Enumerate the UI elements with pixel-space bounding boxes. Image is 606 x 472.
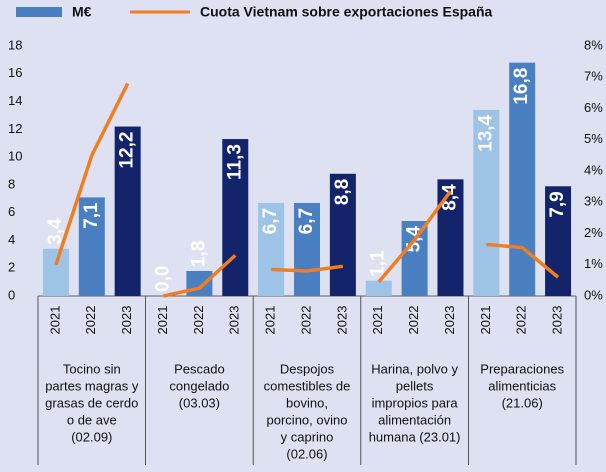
x-tick-label: 2022 (83, 306, 98, 335)
x-tick-label: 2022 (191, 306, 206, 335)
group-label: porcino, ovino (267, 412, 348, 427)
line (271, 264, 344, 273)
y-tick-label: 10 (8, 149, 22, 164)
line (486, 242, 560, 279)
x-tick-label: 2022 (298, 306, 313, 335)
data-label: 6,7 (260, 208, 281, 234)
y2-tick-label: 4% (584, 162, 603, 177)
y-tick-label: 6 (8, 204, 15, 219)
data-label: 16,8 (511, 68, 532, 105)
bar (437, 179, 464, 296)
x-tick-label: 2023 (119, 306, 134, 335)
group-label: o de ave (67, 412, 117, 427)
group-label: Pescado (174, 361, 225, 376)
bar (509, 62, 536, 296)
group-label: alimenticias (488, 378, 556, 393)
group-label: bovino, (286, 395, 328, 410)
data-label: 13,4 (475, 114, 496, 151)
data-label: 1,1 (368, 250, 389, 277)
group-label: partes magras y (45, 378, 139, 393)
group-label: comestibles de (264, 378, 351, 393)
group-label: impropios para (372, 395, 459, 410)
group-label: Despojos (280, 361, 335, 376)
group-label: (02.06) (286, 446, 327, 461)
x-tick-label: 2021 (47, 306, 62, 335)
legend-label: Cuota Vietnam sobre exportaciones España (200, 4, 492, 20)
group-label: y caprino (281, 429, 334, 444)
x-tick-label: 2021 (478, 306, 493, 335)
group-label: (21.06) (502, 395, 543, 410)
bar (114, 126, 141, 296)
line (163, 254, 237, 298)
bar (222, 139, 249, 296)
y-tick-label: 0 (8, 287, 15, 302)
group-label: (03.03) (179, 395, 220, 410)
bar (258, 202, 285, 296)
group-label: Harina, polvo y (371, 361, 458, 376)
y2-tick-label: 2% (584, 225, 603, 240)
data-label: 3,4 (45, 218, 66, 245)
data-label: 12,2 (117, 132, 138, 169)
data-label: 6,7 (296, 208, 317, 234)
data-label: 7,1 (81, 202, 102, 229)
group-label: pellets (396, 378, 434, 393)
x-tick-label: 2021 (263, 306, 278, 335)
line (54, 82, 130, 266)
y-tick-label: 18 (8, 37, 22, 52)
x-tick-label: 2023 (334, 306, 349, 335)
y-tick-label: 4 (8, 232, 15, 247)
bar (186, 271, 213, 296)
data-label: 7,9 (547, 191, 568, 217)
data-label: 8,8 (332, 179, 353, 205)
x-tick-label: 2023 (550, 306, 565, 335)
x-tick-label: 2023 (442, 306, 457, 335)
group-label: humana (23.01) (369, 429, 461, 444)
data-label: 1,8 (188, 241, 209, 267)
y2-tick-label: 8% (584, 37, 603, 52)
y2-tick-label: 7% (584, 69, 603, 84)
bar (545, 186, 572, 296)
data-label: 8,4 (439, 184, 460, 211)
x-tick-label: 2021 (370, 306, 385, 335)
y-tick-label: 12 (8, 121, 22, 136)
bar (294, 202, 320, 296)
line (377, 190, 452, 284)
bar (365, 280, 392, 296)
y2-tick-label: 1% (584, 256, 603, 271)
x-tick-label: 2021 (155, 306, 170, 335)
y2-tick-label: 3% (584, 194, 603, 209)
bar (42, 248, 69, 296)
group-label: (02.09) (71, 429, 112, 444)
y-tick-label: 14 (8, 93, 22, 108)
group-label: Preparaciones (480, 361, 564, 376)
x-tick-label: 2022 (514, 306, 529, 335)
group-label: grasas de cerdo (45, 395, 138, 410)
y-tick-label: 2 (8, 260, 15, 275)
group-label: Tocino sin (63, 361, 121, 376)
group-label: alimentación (378, 412, 451, 427)
legend-swatch (16, 7, 62, 17)
legend-label: M€ (72, 4, 92, 20)
y2-tick-label: 0% (584, 287, 603, 302)
bar (329, 173, 356, 296)
x-tick-label: 2023 (227, 306, 242, 335)
data-label: 11,3 (224, 144, 245, 180)
data-label: 0,0 (153, 266, 174, 292)
y-tick-label: 16 (8, 65, 22, 80)
bar (78, 197, 105, 296)
x-tick-label: 2022 (406, 306, 421, 335)
y2-tick-label: 5% (584, 131, 603, 146)
y-tick-label: 8 (8, 176, 15, 191)
bar (401, 221, 428, 296)
bar (473, 109, 500, 296)
y2-tick-label: 6% (584, 100, 603, 115)
group-label: congelado (169, 378, 229, 393)
